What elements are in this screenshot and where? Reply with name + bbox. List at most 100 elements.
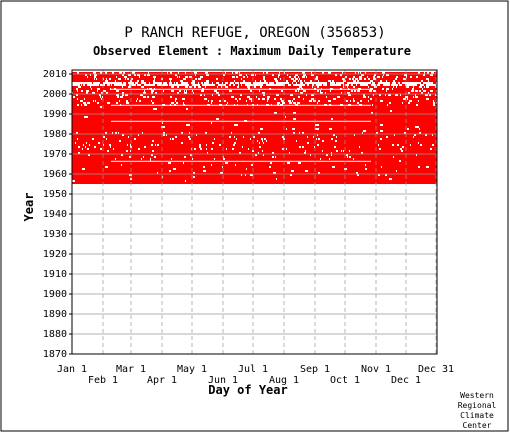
missing-day — [377, 76, 380, 78]
missing-day — [302, 72, 305, 74]
missing-day — [249, 98, 252, 100]
missing-day — [76, 132, 78, 134]
missing-day — [248, 148, 249, 150]
missing-day — [72, 180, 75, 182]
missing-day — [274, 82, 276, 84]
missing-day — [386, 136, 388, 138]
missing-day — [302, 146, 304, 148]
missing-day — [127, 144, 128, 146]
missing-day — [152, 96, 155, 98]
missing-day — [126, 100, 128, 102]
missing-day — [393, 86, 394, 88]
missing-day — [128, 86, 131, 88]
missing-day — [255, 80, 256, 82]
missing-day — [430, 148, 432, 150]
missing-day — [200, 84, 202, 86]
missing-day — [204, 94, 205, 96]
missing-day — [262, 92, 265, 94]
missing-day — [392, 144, 394, 146]
missing-day — [107, 102, 110, 104]
x-axis-label: Day of Year — [208, 383, 287, 397]
missing-day — [82, 168, 85, 170]
missing-day — [412, 88, 414, 90]
missing-day — [150, 82, 153, 84]
missing-day — [235, 72, 238, 74]
missing-day — [258, 152, 259, 154]
missing-day — [117, 96, 119, 98]
missing-day — [335, 74, 337, 76]
missing-day — [175, 98, 177, 100]
missing-day — [344, 84, 345, 86]
missing-day — [214, 138, 215, 140]
missing-day — [357, 102, 359, 104]
missing-day — [106, 92, 108, 94]
missing-day — [183, 78, 186, 80]
missing-day — [233, 144, 235, 146]
missing-day — [219, 82, 222, 84]
missing-day — [250, 174, 253, 176]
missing-day — [311, 72, 312, 74]
missing-day — [189, 138, 191, 140]
missing-day — [303, 90, 306, 92]
missing-day — [139, 100, 141, 102]
missing-day — [326, 154, 328, 156]
missing-day — [353, 76, 355, 78]
missing-day — [263, 142, 264, 144]
missing-day — [368, 84, 371, 86]
missing-day — [365, 168, 367, 170]
missing-day — [317, 144, 319, 146]
missing-day — [259, 146, 261, 148]
missing-day — [235, 84, 238, 86]
missing-day — [116, 94, 119, 96]
missing-day — [90, 86, 91, 88]
missing-day — [154, 78, 155, 80]
missing-day — [170, 96, 172, 98]
missing-day — [353, 100, 355, 102]
missing-day — [171, 158, 172, 160]
missing-day — [131, 78, 133, 80]
missing-day — [239, 84, 241, 86]
missing-day — [277, 102, 280, 104]
missing-day — [413, 86, 414, 88]
missing-day — [370, 80, 373, 82]
missing-row — [111, 160, 371, 162]
missing-day — [317, 90, 319, 92]
missing-day — [181, 142, 183, 144]
missing-day — [280, 78, 281, 80]
missing-day — [368, 100, 369, 102]
missing-day — [122, 92, 124, 94]
missing-day — [320, 90, 321, 92]
missing-day — [432, 144, 434, 146]
missing-day — [172, 82, 174, 84]
missing-day — [76, 94, 78, 96]
missing-day — [382, 88, 384, 90]
missing-day — [116, 76, 117, 78]
missing-day — [94, 74, 97, 76]
missing-day — [419, 132, 421, 134]
missing-day — [315, 78, 318, 80]
missing-day — [122, 86, 123, 88]
missing-day — [275, 80, 278, 82]
missing-day — [410, 144, 411, 146]
missing-day — [242, 84, 245, 86]
missing-day — [205, 72, 208, 74]
missing-day — [237, 100, 238, 102]
missing-day — [82, 148, 83, 150]
missing-day — [126, 82, 128, 84]
missing-day — [317, 86, 319, 88]
missing-day — [267, 98, 269, 100]
missing-day — [426, 98, 429, 100]
missing-day — [326, 96, 327, 98]
missing-day — [389, 178, 392, 180]
missing-day — [376, 84, 377, 86]
missing-day — [105, 132, 107, 134]
missing-day — [215, 84, 218, 86]
missing-day — [309, 100, 312, 102]
missing-day — [378, 144, 379, 146]
missing-day — [112, 132, 113, 134]
missing-day — [396, 76, 398, 78]
missing-day — [430, 74, 433, 76]
missing-day — [357, 80, 359, 82]
missing-day — [409, 100, 412, 102]
missing-day — [92, 92, 95, 94]
